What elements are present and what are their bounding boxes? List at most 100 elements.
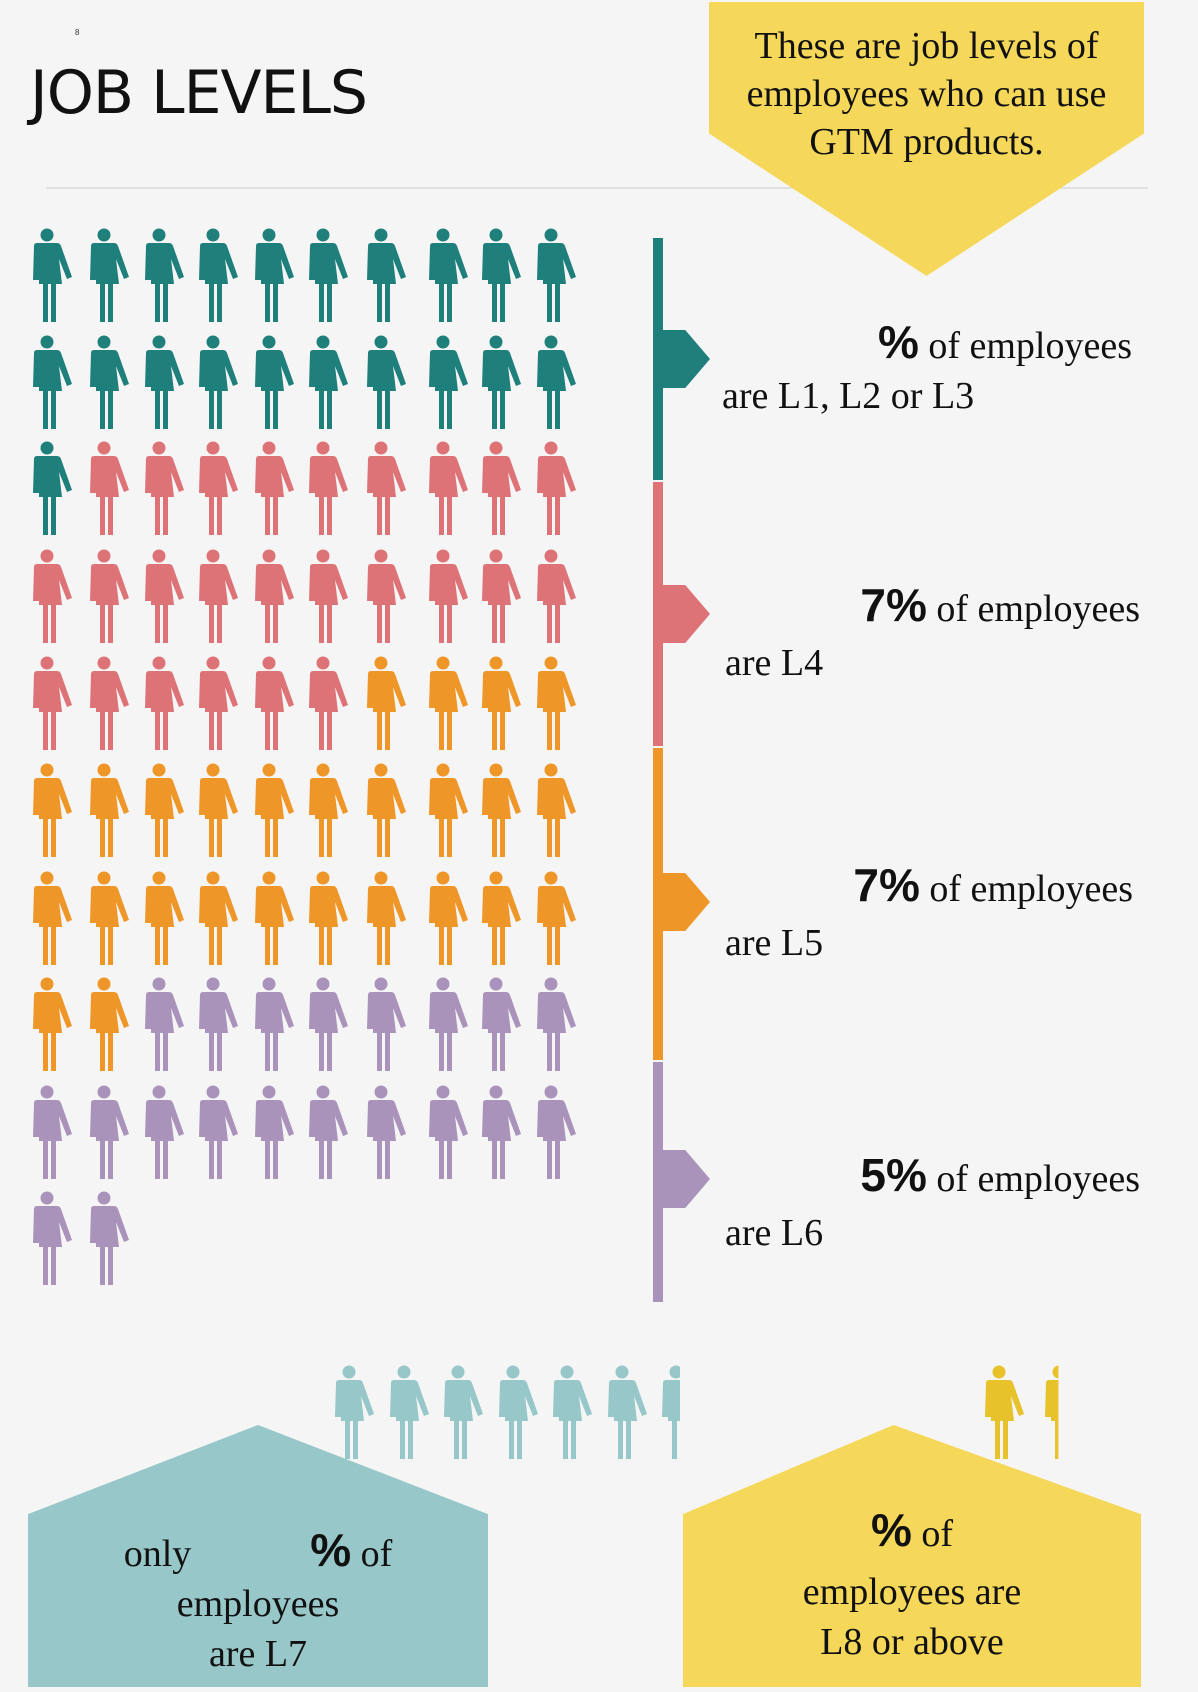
pointer-l6 xyxy=(655,1150,710,1208)
l7-percent: % xyxy=(310,1524,352,1576)
title-divider xyxy=(46,187,1148,189)
stat-l4-number: 7 xyxy=(860,579,886,631)
person-icon xyxy=(482,977,521,1071)
person-icon xyxy=(145,763,184,857)
person-icon xyxy=(33,977,72,1071)
person-icon xyxy=(309,441,348,535)
stat-l1-3: % of employees are L1, L2 or L3 xyxy=(722,317,1162,421)
l8-line-3: L8 or above xyxy=(820,1621,1004,1663)
person-icon xyxy=(429,871,468,965)
person-icon xyxy=(33,656,72,750)
person-icon xyxy=(429,977,468,1071)
people-grid xyxy=(28,228,648,1378)
person-icon xyxy=(429,763,468,857)
person-icon xyxy=(199,441,238,535)
person-icon xyxy=(145,441,184,535)
person-icon xyxy=(482,763,521,857)
person-icon xyxy=(309,656,348,750)
person-icon xyxy=(145,1085,184,1179)
person-icon xyxy=(90,441,129,535)
stat-l5-percent: % xyxy=(878,859,920,911)
person-icon xyxy=(145,335,184,429)
person-icon xyxy=(367,763,406,857)
person-icon xyxy=(199,549,238,643)
stat-l4: 7% of employees are L4 xyxy=(725,580,1165,688)
person-icon xyxy=(33,1191,72,1285)
person-icon xyxy=(367,549,406,643)
person-icon xyxy=(482,335,521,429)
callout-top-line-3: GTM products. xyxy=(809,121,1044,163)
l7-of: of xyxy=(360,1533,393,1575)
stat-l5-desc: of employees xyxy=(929,868,1133,910)
person-icon xyxy=(537,871,576,965)
l7-house-text: only % of employees are L7 xyxy=(28,1525,488,1679)
person-icon xyxy=(90,549,129,643)
person-icon xyxy=(309,977,348,1071)
person-icon xyxy=(367,871,406,965)
person-icon xyxy=(537,977,576,1071)
person-icon xyxy=(255,763,294,857)
person-icon xyxy=(309,1085,348,1179)
person-icon xyxy=(145,656,184,750)
person-icon xyxy=(90,977,129,1071)
person-icon xyxy=(255,656,294,750)
person-icon xyxy=(309,871,348,965)
person-icon xyxy=(537,763,576,857)
person-icon xyxy=(429,441,468,535)
person-icon xyxy=(255,335,294,429)
callout-top-line-2: employees who can use xyxy=(746,73,1107,115)
pointer-l4 xyxy=(655,585,710,643)
stat-l5-sub: are L5 xyxy=(725,922,824,964)
person-icon xyxy=(145,228,184,322)
person-icon xyxy=(335,1365,374,1459)
person-icon xyxy=(145,977,184,1071)
person-icon xyxy=(199,1085,238,1179)
person-icon xyxy=(429,656,468,750)
person-icon xyxy=(199,656,238,750)
person-icon xyxy=(367,441,406,535)
person-icon xyxy=(482,441,521,535)
l7-line-3: are L7 xyxy=(208,1633,308,1675)
person-icon xyxy=(389,1365,429,1459)
person-icon xyxy=(537,335,576,429)
stat-l6-desc: of employees xyxy=(936,1158,1140,1200)
person-icon xyxy=(90,656,129,750)
l8-of: of xyxy=(921,1513,954,1555)
callout-top-text: These are job levels of employees who ca… xyxy=(709,22,1144,166)
stat-l6-number: 5 xyxy=(860,1149,886,1201)
person-icon xyxy=(537,656,576,750)
person-icon xyxy=(255,441,294,535)
person-icon xyxy=(90,335,129,429)
person-icon xyxy=(498,1365,538,1459)
callout-top-line-1: These are job levels of xyxy=(754,25,1099,67)
person-icon xyxy=(145,871,184,965)
l7-prefix: only xyxy=(123,1533,192,1575)
page-title: JOB LEVELS xyxy=(30,58,368,128)
person-icon xyxy=(255,871,294,965)
person-icon xyxy=(309,228,348,322)
pointer-l5 xyxy=(655,873,710,931)
person-icon xyxy=(537,441,576,535)
person-icon xyxy=(553,1365,592,1459)
person-icon xyxy=(199,871,238,965)
stat-l1-3-percent: % xyxy=(877,316,919,368)
person-icon xyxy=(33,871,72,965)
person-icon xyxy=(482,656,521,750)
partial-person-icon xyxy=(662,1365,680,1459)
partial-person-icon xyxy=(1045,1365,1059,1459)
person-icon xyxy=(33,549,72,643)
person-icon xyxy=(607,1365,647,1459)
person-icon xyxy=(482,871,521,965)
person-icon xyxy=(482,228,521,322)
person-icon xyxy=(255,1085,294,1179)
stat-l1-3-sub: are L1, L2 or L3 xyxy=(722,375,975,417)
person-icon xyxy=(90,871,129,965)
person-icon xyxy=(33,335,72,429)
stat-l5-number: 7 xyxy=(853,859,879,911)
person-icon xyxy=(33,228,72,322)
l8-percent: % xyxy=(870,1504,912,1556)
person-icon xyxy=(33,441,72,535)
person-icon xyxy=(367,228,406,322)
person-icon xyxy=(199,228,238,322)
person-icon xyxy=(33,763,72,857)
